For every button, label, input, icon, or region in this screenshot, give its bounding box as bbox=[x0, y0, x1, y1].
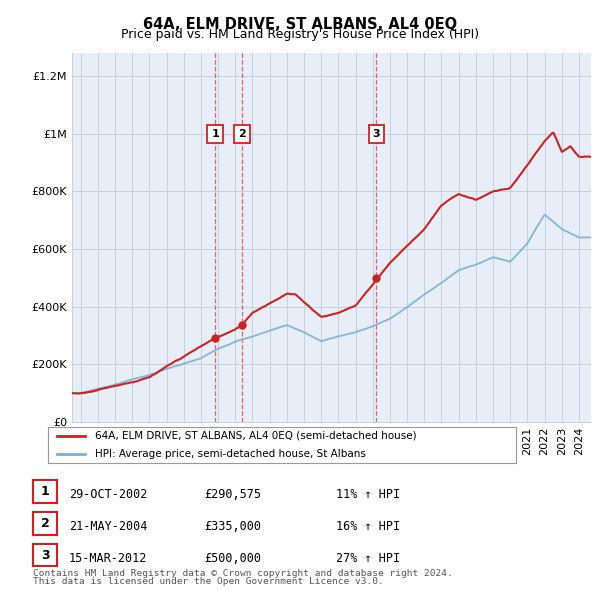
Text: 21-MAY-2004: 21-MAY-2004 bbox=[69, 520, 148, 533]
Text: 64A, ELM DRIVE, ST ALBANS, AL4 0EQ: 64A, ELM DRIVE, ST ALBANS, AL4 0EQ bbox=[143, 17, 457, 31]
Text: 11% ↑ HPI: 11% ↑ HPI bbox=[336, 488, 400, 501]
Text: 3: 3 bbox=[41, 549, 49, 562]
Text: £500,000: £500,000 bbox=[204, 552, 261, 565]
Text: Contains HM Land Registry data © Crown copyright and database right 2024.: Contains HM Land Registry data © Crown c… bbox=[33, 569, 453, 578]
Text: 64A, ELM DRIVE, ST ALBANS, AL4 0EQ (semi-detached house): 64A, ELM DRIVE, ST ALBANS, AL4 0EQ (semi… bbox=[95, 431, 416, 441]
Text: 1: 1 bbox=[41, 485, 49, 498]
Text: £290,575: £290,575 bbox=[204, 488, 261, 501]
Text: This data is licensed under the Open Government Licence v3.0.: This data is licensed under the Open Gov… bbox=[33, 578, 384, 586]
Text: 27% ↑ HPI: 27% ↑ HPI bbox=[336, 552, 400, 565]
Text: 1: 1 bbox=[211, 129, 219, 139]
Text: Price paid vs. HM Land Registry's House Price Index (HPI): Price paid vs. HM Land Registry's House … bbox=[121, 28, 479, 41]
Text: 29-OCT-2002: 29-OCT-2002 bbox=[69, 488, 148, 501]
Text: £335,000: £335,000 bbox=[204, 520, 261, 533]
Text: HPI: Average price, semi-detached house, St Albans: HPI: Average price, semi-detached house,… bbox=[95, 449, 365, 459]
Text: 15-MAR-2012: 15-MAR-2012 bbox=[69, 552, 148, 565]
Text: 2: 2 bbox=[238, 129, 245, 139]
Text: 3: 3 bbox=[373, 129, 380, 139]
Text: 2: 2 bbox=[41, 517, 49, 530]
Text: 16% ↑ HPI: 16% ↑ HPI bbox=[336, 520, 400, 533]
